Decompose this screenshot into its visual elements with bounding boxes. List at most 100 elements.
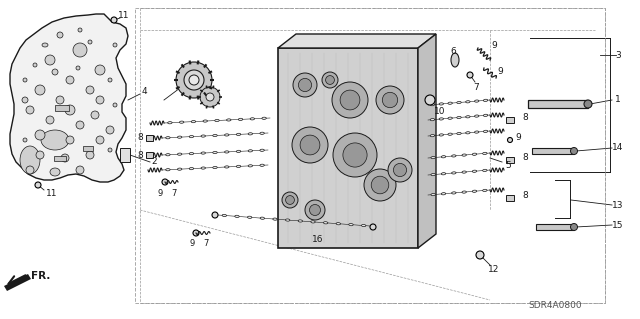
Circle shape bbox=[76, 121, 84, 129]
Ellipse shape bbox=[166, 137, 170, 139]
Ellipse shape bbox=[20, 146, 40, 174]
Ellipse shape bbox=[42, 43, 48, 47]
Ellipse shape bbox=[177, 153, 182, 155]
Ellipse shape bbox=[483, 130, 488, 132]
Text: 8: 8 bbox=[522, 153, 528, 162]
Ellipse shape bbox=[462, 154, 467, 156]
Ellipse shape bbox=[448, 102, 452, 104]
Circle shape bbox=[73, 43, 87, 57]
Ellipse shape bbox=[189, 167, 194, 170]
Circle shape bbox=[193, 230, 199, 236]
Circle shape bbox=[376, 86, 404, 114]
Circle shape bbox=[23, 78, 27, 82]
Ellipse shape bbox=[248, 133, 253, 135]
Circle shape bbox=[66, 136, 74, 144]
Text: 1: 1 bbox=[615, 95, 621, 105]
Ellipse shape bbox=[452, 155, 456, 157]
Ellipse shape bbox=[466, 132, 470, 134]
Ellipse shape bbox=[472, 170, 477, 172]
Circle shape bbox=[425, 95, 435, 105]
Ellipse shape bbox=[41, 130, 69, 150]
Ellipse shape bbox=[201, 167, 205, 169]
Ellipse shape bbox=[213, 134, 217, 137]
Circle shape bbox=[364, 169, 396, 201]
Ellipse shape bbox=[201, 152, 205, 154]
Text: 4: 4 bbox=[141, 87, 147, 97]
Circle shape bbox=[26, 166, 34, 174]
Ellipse shape bbox=[430, 104, 435, 106]
Ellipse shape bbox=[457, 116, 461, 119]
Circle shape bbox=[96, 96, 104, 104]
Bar bbox=[506, 195, 514, 201]
Ellipse shape bbox=[570, 147, 577, 154]
Bar bbox=[83, 145, 93, 151]
Bar bbox=[278, 48, 418, 248]
Ellipse shape bbox=[248, 150, 253, 152]
Ellipse shape bbox=[50, 168, 60, 176]
Circle shape bbox=[95, 65, 105, 75]
Bar bbox=[506, 157, 514, 163]
Circle shape bbox=[65, 105, 75, 115]
Ellipse shape bbox=[248, 216, 252, 219]
Ellipse shape bbox=[323, 222, 328, 224]
Circle shape bbox=[91, 111, 99, 119]
Ellipse shape bbox=[260, 149, 264, 152]
Bar bbox=[120, 148, 130, 162]
Ellipse shape bbox=[235, 215, 239, 218]
Circle shape bbox=[189, 75, 199, 85]
Ellipse shape bbox=[222, 214, 227, 217]
Circle shape bbox=[35, 182, 41, 188]
Text: 8: 8 bbox=[137, 133, 143, 143]
Ellipse shape bbox=[472, 153, 477, 155]
Ellipse shape bbox=[442, 156, 445, 158]
Circle shape bbox=[113, 43, 117, 47]
Ellipse shape bbox=[311, 221, 315, 223]
Ellipse shape bbox=[466, 101, 470, 103]
Ellipse shape bbox=[273, 218, 277, 220]
Ellipse shape bbox=[201, 135, 205, 137]
Ellipse shape bbox=[570, 224, 577, 231]
Circle shape bbox=[310, 204, 321, 216]
Text: 2: 2 bbox=[151, 158, 157, 167]
Text: 9: 9 bbox=[497, 68, 503, 77]
Text: FR.: FR. bbox=[31, 271, 51, 281]
Circle shape bbox=[61, 154, 69, 162]
Circle shape bbox=[333, 133, 377, 177]
Ellipse shape bbox=[431, 174, 435, 176]
Bar bbox=[506, 117, 514, 123]
Circle shape bbox=[293, 73, 317, 97]
Ellipse shape bbox=[248, 165, 253, 167]
Ellipse shape bbox=[448, 117, 452, 119]
Circle shape bbox=[332, 82, 368, 118]
Ellipse shape bbox=[166, 169, 170, 171]
Ellipse shape bbox=[452, 192, 456, 194]
Circle shape bbox=[23, 138, 27, 142]
Ellipse shape bbox=[262, 117, 266, 119]
Ellipse shape bbox=[474, 115, 479, 117]
Ellipse shape bbox=[462, 171, 467, 173]
Circle shape bbox=[340, 90, 360, 110]
Circle shape bbox=[35, 85, 45, 95]
Circle shape bbox=[86, 86, 94, 94]
Circle shape bbox=[33, 63, 37, 67]
Ellipse shape bbox=[203, 120, 207, 122]
Bar bbox=[532, 148, 574, 154]
Ellipse shape bbox=[442, 173, 445, 175]
Circle shape bbox=[36, 151, 44, 159]
Ellipse shape bbox=[166, 154, 170, 156]
Bar bbox=[135, 8, 605, 303]
Circle shape bbox=[113, 103, 117, 107]
Ellipse shape bbox=[439, 134, 444, 136]
Circle shape bbox=[35, 130, 45, 140]
Circle shape bbox=[212, 212, 218, 218]
Ellipse shape bbox=[474, 100, 479, 102]
Text: 7: 7 bbox=[172, 189, 177, 197]
Circle shape bbox=[200, 87, 220, 107]
Text: 7: 7 bbox=[204, 240, 209, 249]
Ellipse shape bbox=[260, 217, 264, 219]
Ellipse shape bbox=[457, 101, 461, 104]
Ellipse shape bbox=[189, 136, 194, 138]
Ellipse shape bbox=[448, 133, 452, 135]
Circle shape bbox=[88, 40, 92, 44]
Ellipse shape bbox=[457, 132, 461, 135]
